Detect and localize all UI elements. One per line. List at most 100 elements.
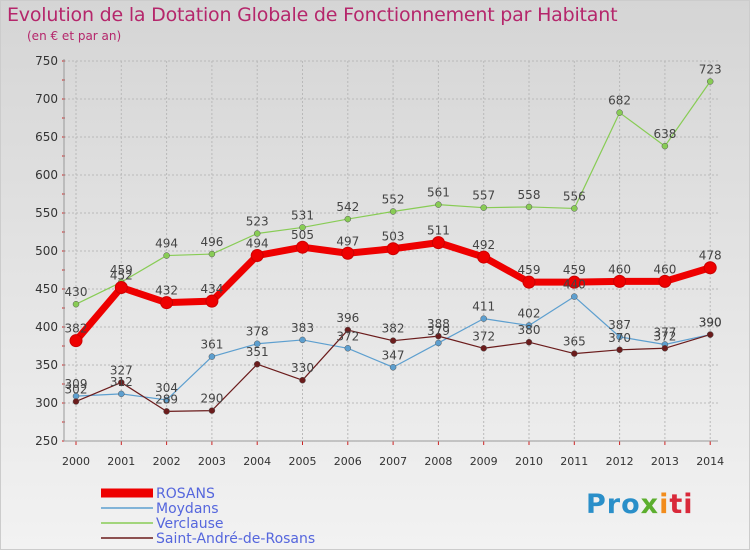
data-label: 531	[291, 208, 314, 222]
data-point	[435, 339, 442, 347]
data-label: 382	[65, 322, 88, 336]
data-label: 682	[608, 94, 631, 108]
data-label: 503	[382, 230, 405, 244]
data-label: 380	[518, 323, 541, 337]
data-point	[253, 360, 261, 368]
data-point	[163, 396, 170, 404]
data-label: 638	[653, 127, 676, 141]
data-label: 390	[699, 316, 722, 330]
data-point	[480, 345, 487, 352]
data-point	[616, 333, 623, 341]
data-point	[706, 331, 714, 338]
data-point	[386, 242, 400, 256]
data-point	[72, 300, 80, 308]
data-point	[208, 353, 216, 360]
y-tick-label: 600	[35, 168, 58, 182]
y-tick-label: 650	[35, 130, 58, 144]
data-point	[477, 250, 491, 264]
x-tick-label: 2007	[379, 455, 407, 468]
data-label: 370	[608, 331, 631, 345]
data-label: 460	[653, 262, 676, 276]
data-point	[114, 280, 128, 294]
data-point	[480, 204, 487, 211]
data-point	[480, 315, 487, 322]
data-point	[163, 408, 170, 415]
data-point	[208, 407, 216, 414]
data-label: 496	[200, 235, 223, 249]
data-label: 387	[608, 318, 631, 332]
data-point	[613, 274, 627, 288]
data-label: 497	[336, 234, 359, 248]
chart-title: Evolution de la Dotation Globale de Fonc…	[7, 4, 618, 26]
data-point	[253, 340, 261, 347]
x-tick-label: 2004	[243, 455, 271, 468]
x-tick-label: 2006	[334, 455, 362, 468]
data-label: 290	[200, 392, 223, 406]
data-point	[118, 390, 125, 398]
data-label: 432	[155, 284, 178, 298]
data-label: 347	[382, 348, 405, 362]
data-point	[525, 322, 533, 329]
x-tick-label: 2011	[560, 455, 588, 468]
data-label: 377	[653, 325, 676, 339]
x-tick-label: 2012	[606, 455, 634, 468]
data-point	[658, 274, 672, 288]
x-tick-label: 2001	[107, 455, 135, 468]
legend-label: Verclause	[156, 516, 224, 532]
data-label: 383	[291, 321, 314, 335]
data-label: 552	[382, 192, 405, 206]
y-tick-label: 250	[35, 434, 58, 448]
data-label: 372	[653, 329, 676, 343]
data-point	[299, 376, 306, 384]
data-label: 365	[563, 335, 586, 349]
data-label: 556	[563, 189, 586, 203]
data-label: 402	[518, 306, 541, 320]
data-point	[661, 345, 669, 352]
data-point	[616, 346, 623, 354]
chart-subtitle: (en € et par an)	[27, 29, 122, 43]
data-label: 459	[563, 263, 586, 277]
logo-part-4: ti	[669, 489, 694, 520]
data-point	[344, 326, 352, 334]
series-rosans	[69, 236, 717, 348]
logo-part-3: i	[659, 489, 670, 520]
data-label: 361	[200, 338, 223, 352]
y-tick-label: 400	[35, 320, 58, 334]
x-tick-label: 2003	[198, 455, 226, 468]
data-label: 289	[155, 392, 178, 406]
data-label: 561	[427, 186, 450, 200]
y-tick-label: 550	[35, 206, 58, 220]
data-label: 302	[65, 382, 88, 396]
data-point	[571, 205, 578, 212]
data-point	[525, 203, 533, 211]
data-point	[341, 246, 355, 260]
data-point	[299, 336, 306, 344]
data-label: 382	[382, 322, 405, 336]
proxiti-logo: Proxiti	[586, 489, 694, 520]
data-point	[431, 236, 445, 250]
data-label: 378	[246, 325, 269, 339]
data-label: 396	[336, 311, 359, 325]
x-tick-label: 2014	[696, 455, 724, 468]
data-point	[72, 398, 80, 405]
data-point	[703, 261, 717, 275]
data-point	[389, 337, 397, 344]
x-tick-label: 2008	[424, 455, 452, 468]
data-label: 434	[200, 282, 223, 296]
logo-part-2: x	[640, 489, 660, 520]
data-label: 388	[427, 317, 450, 331]
data-point	[616, 109, 623, 116]
data-point	[435, 332, 442, 340]
series-saint-andr-de-rosans	[72, 326, 714, 415]
data-label: 330	[291, 361, 314, 375]
data-label: 558	[518, 188, 541, 202]
data-point	[208, 250, 216, 258]
data-point	[435, 201, 442, 208]
data-label: 460	[608, 262, 631, 276]
logo-part-1: Pro	[586, 489, 641, 520]
x-tick-label: 2013	[651, 455, 679, 468]
legend-item: Moydans	[101, 501, 219, 517]
data-label: 430	[65, 285, 88, 299]
series-verclause	[72, 78, 714, 308]
